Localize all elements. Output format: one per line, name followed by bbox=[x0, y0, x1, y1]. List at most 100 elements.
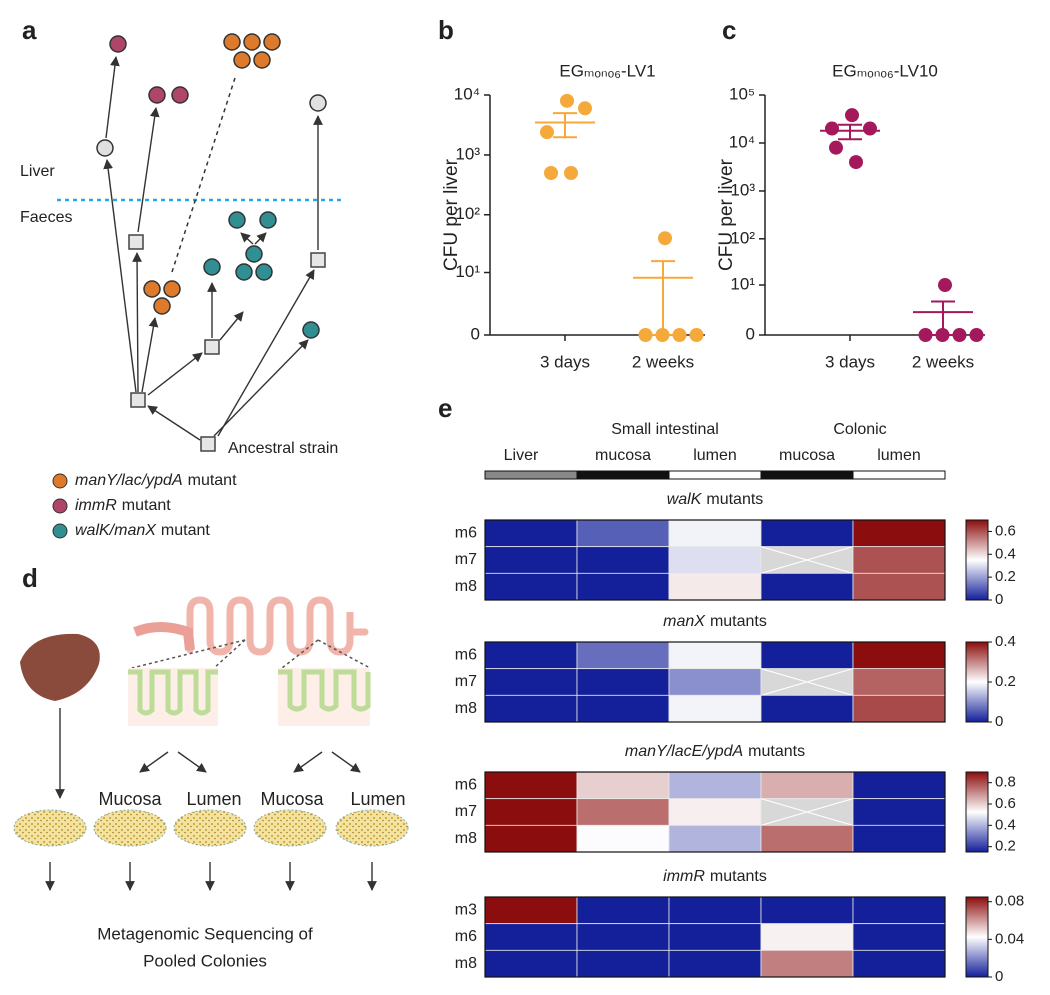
legend-label: walK/manX mutant bbox=[75, 522, 210, 539]
heatmap-cell bbox=[852, 949, 946, 978]
data-point bbox=[863, 121, 877, 136]
heatmap-frame bbox=[484, 641, 946, 723]
heatmap-cell bbox=[760, 949, 854, 978]
y-tick-label: 10⁵ bbox=[729, 84, 755, 103]
colorbar-tick-label: 0.6 bbox=[995, 522, 1016, 539]
heatmap-cell bbox=[760, 694, 854, 723]
heatmap-cell bbox=[852, 798, 946, 826]
heatmap-cell bbox=[760, 519, 854, 548]
colorbar-tick-label: 0.4 bbox=[995, 545, 1016, 562]
row-label: m6 bbox=[455, 928, 477, 945]
heatmap-cell bbox=[484, 771, 578, 800]
heatmap-cell bbox=[760, 641, 854, 670]
colorbar-tick-label: 0.04 bbox=[995, 930, 1024, 947]
heatmap-cell bbox=[668, 641, 762, 670]
heatmap-cell bbox=[852, 546, 946, 574]
data-point bbox=[689, 328, 704, 342]
y-tick-label: 10² bbox=[455, 204, 480, 223]
column-label: mucosa bbox=[595, 447, 651, 464]
heatmap-title: walK mutants bbox=[667, 491, 764, 508]
heatmap-cell bbox=[852, 824, 946, 853]
y-tick-label: 10¹ bbox=[730, 274, 755, 293]
column-label: lumen bbox=[877, 447, 921, 464]
y-tick-label: 0 bbox=[746, 324, 755, 343]
heatmap-frame bbox=[484, 519, 946, 601]
legend-text: mutant bbox=[188, 472, 237, 489]
column-group: Colonic bbox=[833, 421, 886, 438]
heatmap-cell bbox=[576, 771, 670, 800]
colorbar-tick-label: 0.6 bbox=[995, 795, 1016, 812]
legend-gene: manY/lac/ypdA bbox=[75, 472, 183, 489]
heatmap-cell bbox=[668, 668, 762, 696]
colorbar-tick-label: 0.2 bbox=[995, 673, 1016, 690]
heatmap-cell bbox=[668, 546, 762, 574]
y-axis-label: CFU per liver bbox=[441, 158, 462, 271]
data-point bbox=[540, 125, 554, 140]
heatmap-cell bbox=[576, 668, 670, 696]
row-label: m6 bbox=[455, 777, 477, 794]
colorbar-tick-label: 0.08 bbox=[995, 893, 1024, 910]
row-label: m8 bbox=[455, 700, 477, 717]
caption: Pooled Colonies bbox=[143, 951, 267, 970]
data-point bbox=[938, 278, 952, 293]
data-point bbox=[952, 328, 967, 342]
y-tick-label: 10² bbox=[730, 228, 755, 247]
data-point bbox=[564, 166, 578, 181]
heatmap-cell bbox=[576, 694, 670, 723]
heatmap-frame bbox=[484, 896, 946, 978]
heatmap-cell bbox=[576, 949, 670, 978]
column-bar bbox=[576, 470, 670, 480]
heatmap-cell bbox=[852, 641, 946, 670]
panel-label: c bbox=[722, 15, 736, 45]
heatmap-cell bbox=[576, 824, 670, 853]
heatmap-gene: walK bbox=[667, 491, 703, 508]
caption: Metagenomic Sequencing of bbox=[97, 924, 313, 943]
heatmap-cell bbox=[576, 572, 670, 601]
x-tick-label: 3 days bbox=[825, 352, 875, 371]
column-group: Small intestinal bbox=[611, 421, 719, 438]
heatmap-title-text: mutants bbox=[748, 743, 805, 760]
legend-swatch bbox=[52, 523, 68, 539]
column-bar bbox=[852, 470, 946, 480]
heatmap-gene: manY/lacE/ypdA bbox=[625, 743, 743, 760]
heatmap-cell bbox=[852, 668, 946, 696]
heatmap-frame bbox=[484, 771, 946, 853]
colorbar-tick-label: 0 bbox=[995, 968, 1003, 985]
column-label: Liver bbox=[504, 447, 539, 464]
sample-label: Mucosa bbox=[260, 789, 324, 809]
row-label: m6 bbox=[455, 525, 477, 542]
heatmap-cell bbox=[576, 546, 670, 574]
data-point bbox=[918, 328, 933, 342]
heatmap-cell bbox=[484, 572, 578, 601]
data-point bbox=[638, 328, 653, 342]
heatmap-cell bbox=[668, 798, 762, 826]
column-bar bbox=[484, 470, 578, 480]
x-tick-label: 2 weeks bbox=[912, 352, 974, 371]
data-point bbox=[845, 108, 859, 123]
panel-label: e bbox=[438, 393, 452, 423]
row-label: m3 bbox=[455, 902, 477, 919]
colorbar-tick-label: 0.4 bbox=[995, 633, 1016, 650]
legend-swatch bbox=[52, 498, 68, 514]
sample-label: Lumen bbox=[350, 789, 405, 809]
colorbar bbox=[965, 519, 989, 601]
x-tick-label: 2 weeks bbox=[632, 352, 694, 371]
sample-label: Mucosa bbox=[98, 789, 162, 809]
row-label: m7 bbox=[455, 673, 477, 690]
row-label: m8 bbox=[455, 578, 477, 595]
heatmap-cell bbox=[668, 771, 762, 800]
data-point bbox=[829, 140, 843, 155]
heatmap-cell bbox=[484, 824, 578, 853]
legend-label: manY/lac/ypdA mutant bbox=[75, 472, 237, 489]
heatmap-cell bbox=[484, 519, 578, 548]
colorbar-tick-label: 0.2 bbox=[995, 838, 1016, 855]
heatmap-cell bbox=[484, 798, 578, 826]
data-point bbox=[969, 328, 984, 342]
y-tick-label: 10⁴ bbox=[729, 132, 755, 151]
lineage-diagram bbox=[57, 33, 345, 452]
heatmap-cell bbox=[760, 572, 854, 601]
heatmap-gene: manX bbox=[663, 613, 706, 630]
heatmap-cell bbox=[484, 668, 578, 696]
chart-title: EGₘₒₙₒ₆-LV1 bbox=[559, 61, 655, 80]
heatmap-cell bbox=[576, 896, 670, 925]
